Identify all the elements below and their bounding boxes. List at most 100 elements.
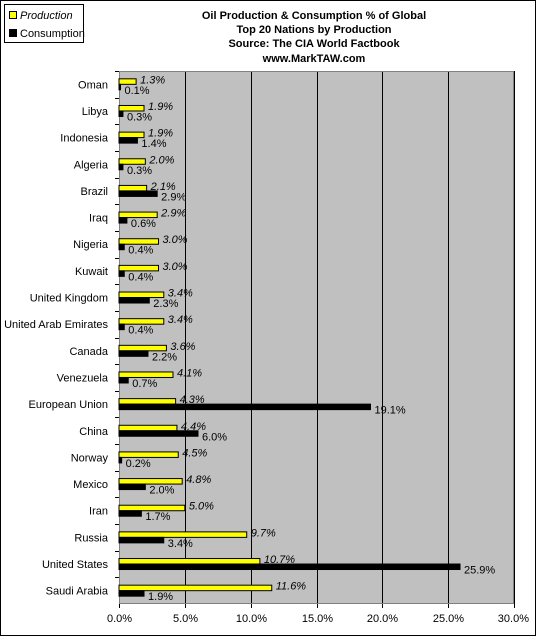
consumption-bar	[118, 536, 165, 544]
production-data-label: 10.7%	[264, 554, 295, 566]
consumption-data-label: 0.2%	[126, 458, 151, 470]
category-label: Brazil	[80, 186, 108, 198]
consumption-bar	[118, 83, 121, 91]
production-bar	[118, 211, 158, 219]
consumption-bar	[118, 430, 199, 437]
plot-area: Oman 1.3%0.1%Libya 1.9%0.3%Indonesia 1.9%1.…	[4, 71, 529, 625]
category-label: China	[79, 426, 109, 438]
production-bar	[118, 184, 148, 192]
consumption-data-label: 3.4%	[168, 538, 193, 550]
chart-title-line-2: Top 20 Nations by Production	[236, 24, 391, 36]
legend-production-label: Production	[20, 10, 73, 22]
category-label: Iraq	[89, 213, 108, 225]
production-bar	[118, 398, 177, 405]
x-tick-label: 30.0%	[498, 613, 529, 625]
production-bar	[118, 424, 178, 432]
consumption-data-label: 0.4%	[128, 325, 153, 337]
production-data-label: 3.0%	[163, 261, 188, 273]
consumption-bar	[118, 323, 125, 331]
consumption-bar	[118, 297, 150, 304]
chart-title: Oil Production & Consumption % of Global…	[202, 10, 426, 65]
consumption-bar	[118, 510, 142, 517]
production-data-label: 1.3%	[140, 74, 165, 86]
category-label: Saudi Arabia	[46, 586, 109, 598]
consumption-data-label: 19.1%	[374, 405, 405, 417]
category-label: Venezuela	[57, 372, 109, 384]
production-data-label: 3.0%	[163, 234, 188, 246]
consumption-bar	[118, 376, 129, 384]
category-label: Iran	[89, 506, 108, 518]
production-data-label: 2.1%	[150, 181, 176, 193]
consumption-bar	[118, 270, 125, 277]
production-bar	[118, 158, 146, 165]
production-data-label: 4.8%	[186, 474, 211, 486]
category-label: Norway	[71, 452, 109, 464]
legend: Production Consumption	[4, 4, 85, 43]
category-label: Canada	[69, 346, 108, 358]
legend-consumption-label: Consumption	[20, 28, 85, 40]
production-data-label: 4.4%	[181, 421, 206, 433]
consumption-data-label: 2.3%	[153, 298, 178, 310]
consumption-bar	[118, 190, 158, 197]
consumption-data-label: 25.9%	[464, 565, 495, 577]
production-bar	[118, 558, 261, 565]
consumption-bar	[118, 110, 124, 117]
x-tick-label: 10.0%	[236, 613, 267, 625]
production-bar	[118, 344, 167, 352]
production-data-label: 2.0%	[148, 154, 174, 166]
category-label: Oman	[78, 79, 108, 91]
x-tick-label: 20.0%	[367, 613, 398, 625]
consumption-bar	[118, 456, 123, 464]
category-label: Russia	[74, 532, 109, 544]
production-bar	[118, 531, 248, 538]
legend-production-swatch	[9, 11, 17, 19]
consumption-bar	[118, 163, 124, 171]
consumption-bar	[118, 403, 371, 411]
legend-box	[4, 4, 84, 43]
production-bar	[118, 504, 186, 512]
production-data-label: 4.1%	[177, 367, 202, 379]
consumption-bar	[118, 483, 146, 491]
production-data-label: 4.3%	[180, 394, 205, 406]
production-bar	[118, 291, 165, 299]
plot-border	[119, 71, 514, 604]
category-label: Nigeria	[73, 239, 109, 251]
production-bar	[118, 78, 137, 85]
category-label: United Arab Emirates	[4, 319, 108, 331]
consumption-data-label: 1.4%	[141, 138, 166, 150]
consumption-bar	[118, 137, 138, 144]
category-label: Indonesia	[60, 133, 109, 145]
production-data-label: 4.5%	[182, 447, 207, 459]
category-label: United Kingdom	[30, 293, 108, 305]
x-tick-label: 25.0%	[433, 613, 464, 625]
production-data-label: 11.6%	[276, 581, 307, 593]
consumption-bar	[118, 590, 145, 597]
production-bar	[118, 371, 174, 378]
category-label: Mexico	[73, 479, 108, 491]
chart-title-line-3: Source: The CIA World Factbook	[228, 38, 400, 50]
consumption-bar	[118, 563, 461, 571]
consumption-bar	[118, 243, 125, 251]
production-data-label: 2.9%	[160, 208, 186, 220]
consumption-data-label: 1.7%	[145, 511, 170, 523]
consumption-data-label: 0.7%	[132, 378, 157, 390]
consumption-data-label: 6.0%	[202, 431, 227, 443]
production-bar	[118, 131, 145, 139]
consumption-data-label: 1.9%	[148, 591, 173, 603]
x-tick-label: 0.0%	[107, 613, 132, 625]
category-label: United States	[42, 559, 109, 571]
production-data-label: 1.9%	[148, 128, 173, 140]
production-data-label: 9.7%	[251, 527, 276, 539]
consumption-data-label: 0.3%	[127, 165, 152, 177]
production-bar	[118, 451, 179, 458]
production-data-label: 1.9%	[148, 101, 173, 113]
chart-title-line-4: www.MarkTAW.com	[262, 53, 366, 65]
legend-consumption-swatch	[9, 29, 17, 37]
category-label: Algeria	[74, 159, 109, 171]
consumption-data-label: 0.4%	[128, 271, 153, 283]
chart-title-line-1: Oil Production & Consumption % of Global	[202, 10, 426, 22]
production-bar	[118, 238, 159, 245]
x-tick-label: 5.0%	[173, 613, 198, 625]
consumption-data-label: 0.4%	[128, 245, 153, 257]
